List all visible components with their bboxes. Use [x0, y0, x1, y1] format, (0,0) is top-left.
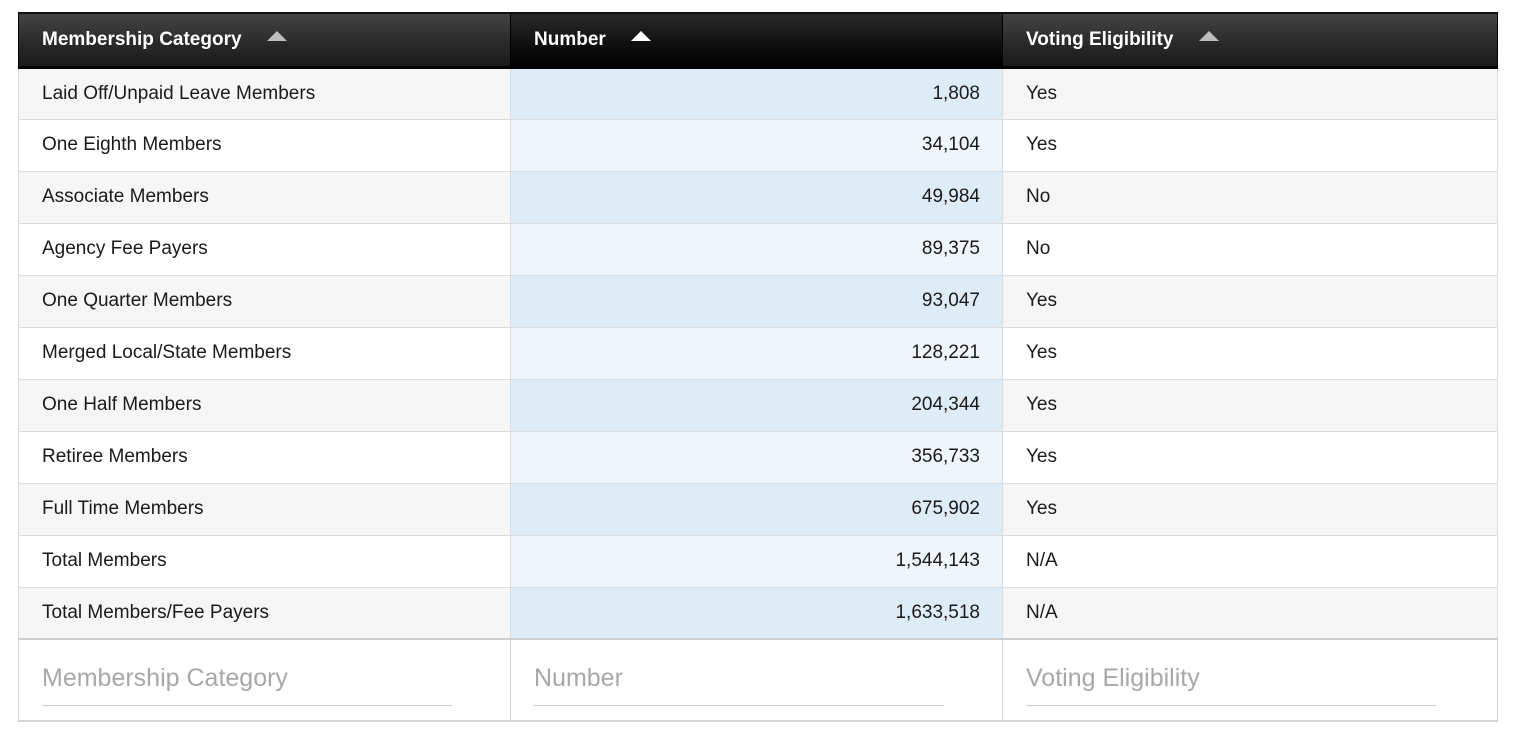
cell-membership-category: One Eighth Members [18, 119, 511, 172]
voting-filter-input[interactable] [1026, 664, 1436, 706]
table-row: Full Time Members 675,902 Yes [18, 483, 1498, 536]
cell-voting-eligibility: No [1002, 223, 1498, 276]
cell-number: 34,104 [510, 119, 1003, 172]
cell-number: 49,984 [510, 171, 1003, 224]
sort-ascending-icon[interactable] [266, 30, 287, 41]
filter-row [18, 638, 1498, 722]
membership-table: Membership Category Number Voting Eligib… [18, 12, 1498, 722]
cell-membership-category: Merged Local/State Members [18, 327, 511, 380]
cell-membership-category: Associate Members [18, 171, 511, 224]
table-row: One Half Members 204,344 Yes [18, 379, 1498, 432]
category-filter-input[interactable] [42, 664, 452, 706]
header-row: Membership Category Number Voting Eligib… [18, 12, 1498, 69]
column-header-voting-eligibility[interactable]: Voting Eligibility [1002, 12, 1498, 69]
cell-voting-eligibility: N/A [1002, 587, 1498, 640]
cell-membership-category: Full Time Members [18, 483, 511, 536]
filter-cell-category [18, 638, 511, 722]
cell-number: 675,902 [510, 483, 1003, 536]
cell-number: 1,544,143 [510, 535, 1003, 588]
table-row: Retiree Members 356,733 Yes [18, 431, 1498, 484]
column-header-membership-category[interactable]: Membership Category [18, 12, 511, 69]
cell-voting-eligibility: No [1002, 171, 1498, 224]
cell-number: 356,733 [510, 431, 1003, 484]
column-header-label: Voting Eligibility [1026, 28, 1174, 50]
cell-voting-eligibility: Yes [1002, 119, 1498, 172]
sort-ascending-icon[interactable] [1198, 30, 1219, 41]
number-filter-input[interactable] [534, 664, 944, 706]
cell-voting-eligibility: N/A [1002, 535, 1498, 588]
table-row: Total Members/Fee Payers 1,633,518 N/A [18, 587, 1498, 640]
cell-voting-eligibility: Yes [1002, 483, 1498, 536]
cell-membership-category: Agency Fee Payers [18, 223, 511, 276]
cell-membership-category: Total Members/Fee Payers [18, 587, 511, 640]
cell-membership-category: One Quarter Members [18, 275, 511, 328]
table-row: Agency Fee Payers 89,375 No [18, 223, 1498, 276]
cell-voting-eligibility: Yes [1002, 431, 1498, 484]
table-row: One Eighth Members 34,104 Yes [18, 119, 1498, 172]
filter-cell-number [510, 638, 1003, 722]
table-body: Laid Off/Unpaid Leave Members 1,808 Yes One… [18, 67, 1498, 640]
column-header-number[interactable]: Number [510, 12, 1003, 69]
column-header-label: Number [534, 28, 606, 50]
cell-membership-category: Laid Off/Unpaid Leave Members [18, 67, 511, 120]
filter-cell-voting [1002, 638, 1498, 722]
cell-number: 89,375 [510, 223, 1003, 276]
cell-voting-eligibility: Yes [1002, 327, 1498, 380]
cell-membership-category: One Half Members [18, 379, 511, 432]
cell-membership-category: Retiree Members [18, 431, 511, 484]
cell-voting-eligibility: Yes [1002, 67, 1498, 120]
cell-membership-category: Total Members [18, 535, 511, 588]
cell-number: 1,808 [510, 67, 1003, 120]
table-row: Associate Members 49,984 No [18, 171, 1498, 224]
table-row: One Quarter Members 93,047 Yes [18, 275, 1498, 328]
cell-number: 93,047 [510, 275, 1003, 328]
membership-table-container: Membership Category Number Voting Eligib… [18, 12, 1498, 722]
cell-number: 204,344 [510, 379, 1003, 432]
cell-number: 128,221 [510, 327, 1003, 380]
cell-voting-eligibility: Yes [1002, 379, 1498, 432]
sort-ascending-icon[interactable] [631, 30, 652, 41]
table-row: Laid Off/Unpaid Leave Members 1,808 Yes [18, 67, 1498, 120]
table-header: Membership Category Number Voting Eligib… [18, 12, 1498, 69]
filter-row-container [18, 638, 1498, 722]
column-header-label: Membership Category [42, 28, 242, 50]
cell-number: 1,633,518 [510, 587, 1003, 640]
table-row: Total Members 1,544,143 N/A [18, 535, 1498, 588]
table-row: Merged Local/State Members 128,221 Yes [18, 327, 1498, 380]
cell-voting-eligibility: Yes [1002, 275, 1498, 328]
